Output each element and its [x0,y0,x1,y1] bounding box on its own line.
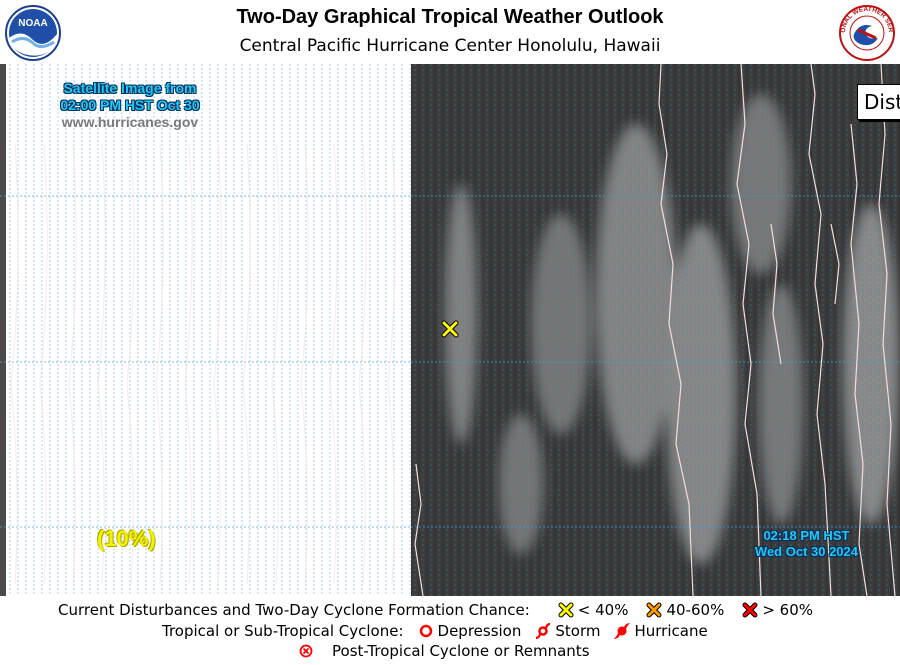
legend-depression-label: Depression [437,622,522,640]
high-chance-x-icon [742,602,758,618]
post-tropical-icon [299,644,313,658]
low-chance-x-icon [558,602,574,618]
left-panel-graticule [0,64,411,596]
header: NOAA Two-Day Graphical Tropical Weather … [0,0,900,64]
legend-high-label: > 60% [762,601,814,619]
legend-row-cyclones: Tropical or Sub-Tropical Cyclone: Depres… [162,622,708,640]
page-title: Two-Day Graphical Tropical Weather Outlo… [236,6,664,28]
legend-hurricane-label: Hurricane [634,622,708,640]
disturbance-label-box[interactable]: Dist [857,84,900,120]
map-missing-data-panel [0,64,411,596]
website-label: www.hurricanes.gov [61,114,199,130]
satellite-caption-line2: 02:00 PM HST Oct 30 [60,97,200,113]
legend-row-post-tropical: Post-Tropical Cyclone or Remnants [292,642,590,660]
yellow-x-icon[interactable] [441,320,459,338]
legend-storm-label: Storm [555,622,601,640]
timestamp-time: 02:18 PM HST [763,528,850,543]
hurricane-symbol-icon [614,623,631,639]
legend-cyclone-label: Tropical or Sub-Tropical Cyclone: [162,622,404,640]
timestamp-date: Wed Oct 30 2024 [754,544,858,559]
legend-medium-label: 40-60% [666,601,725,619]
depression-circle-icon [419,624,432,638]
storm-symbol-icon [536,623,551,639]
legend-row-disturbances: Current Disturbances and Two-Day Cyclone… [58,601,813,619]
page-subtitle: Central Pacific Hurricane Center Honolul… [239,36,661,56]
noaa-logo: NOAA [5,5,61,61]
satellite-caption-line1: Satellite Image from [63,80,197,96]
legend-low-label: < 40% [577,601,629,619]
legend-post-tropical-label: Post-Tropical Cyclone or Remnants [332,642,590,660]
satellite-map[interactable]: Satellite Image from 02:00 PM HST Oct 30… [0,64,900,596]
noaa-logo-text: NOAA [18,18,47,29]
satellite-caption: Satellite Image from 02:00 PM HST Oct 30 [40,80,220,114]
legend: Current Disturbances and Two-Day Cyclone… [0,596,900,665]
national-weather-service-logo: NATIONAL WEATHER SERVICE [838,4,895,61]
satellite-clouds [410,64,900,596]
legend-disturbances-label: Current Disturbances and Two-Day Cyclone… [58,601,530,619]
satellite-image-panel [410,64,900,596]
medium-chance-x-icon [646,602,662,618]
issue-timestamp: 02:18 PM HST Wed Oct 30 2024 [755,528,858,560]
formation-chance-label: (10%) [97,526,156,551]
